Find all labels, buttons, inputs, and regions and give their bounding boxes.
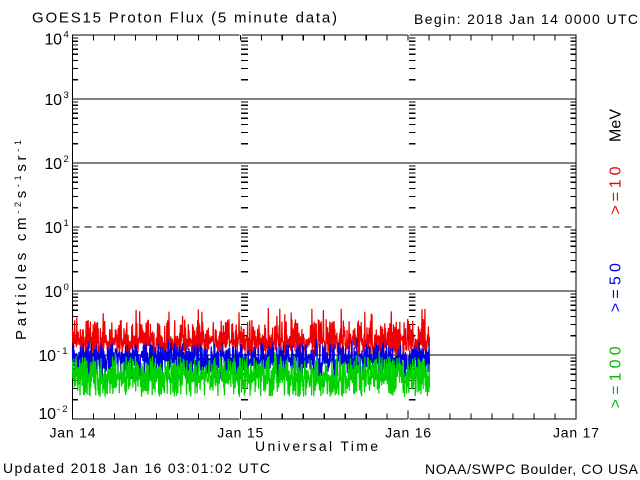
svg-text:NOAA/SWPC Boulder, CO USA: NOAA/SWPC Boulder, CO USA xyxy=(425,461,639,477)
svg-text:Begin: 2018 Jan 14 0000 UTC: Begin: 2018 Jan 14 0000 UTC xyxy=(414,11,638,27)
svg-text:1: 1 xyxy=(64,218,69,229)
svg-text:2: 2 xyxy=(64,154,69,165)
svg-text:10: 10 xyxy=(39,348,57,365)
svg-text:0: 0 xyxy=(64,282,69,293)
svg-text:Particles cm-2s-1sr-1: Particles cm-2s-1sr-1 xyxy=(13,140,30,340)
svg-text:10: 10 xyxy=(39,406,57,423)
svg-text:Jan 15: Jan 15 xyxy=(217,425,263,441)
svg-text:-2: -2 xyxy=(57,404,68,415)
svg-text:-1: -1 xyxy=(57,346,68,357)
svg-text:Updated 2018 Jan 16 03:01:02 U: Updated 2018 Jan 16 03:01:02 UTC xyxy=(3,460,270,476)
svg-text:10: 10 xyxy=(45,220,63,237)
svg-text:10: 10 xyxy=(45,32,63,49)
svg-text:>=100: >=100 xyxy=(608,346,625,408)
svg-text:10: 10 xyxy=(45,284,63,301)
svg-text:Jan 16: Jan 16 xyxy=(385,425,431,441)
svg-text:Jan 17: Jan 17 xyxy=(553,425,599,441)
svg-text:10: 10 xyxy=(45,156,63,173)
svg-text:10: 10 xyxy=(45,92,63,109)
svg-text:3: 3 xyxy=(64,90,69,101)
svg-text:Jan 14: Jan 14 xyxy=(50,425,96,441)
svg-text:MeV: MeV xyxy=(608,109,625,142)
svg-text:4: 4 xyxy=(64,29,69,40)
